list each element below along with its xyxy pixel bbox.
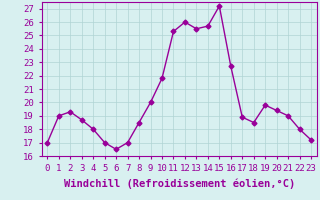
X-axis label: Windchill (Refroidissement éolien,°C): Windchill (Refroidissement éolien,°C) [64, 178, 295, 189]
